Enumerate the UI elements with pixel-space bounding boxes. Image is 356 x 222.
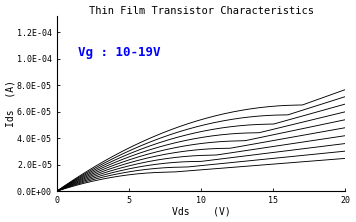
X-axis label: Vds    (V): Vds (V)	[172, 206, 230, 216]
Title: Thin Film Transistor Characteristics: Thin Film Transistor Characteristics	[89, 6, 314, 16]
Y-axis label: Ids  (A): Ids (A)	[6, 80, 16, 127]
Text: Vg : 10-19V: Vg : 10-19V	[78, 46, 161, 59]
